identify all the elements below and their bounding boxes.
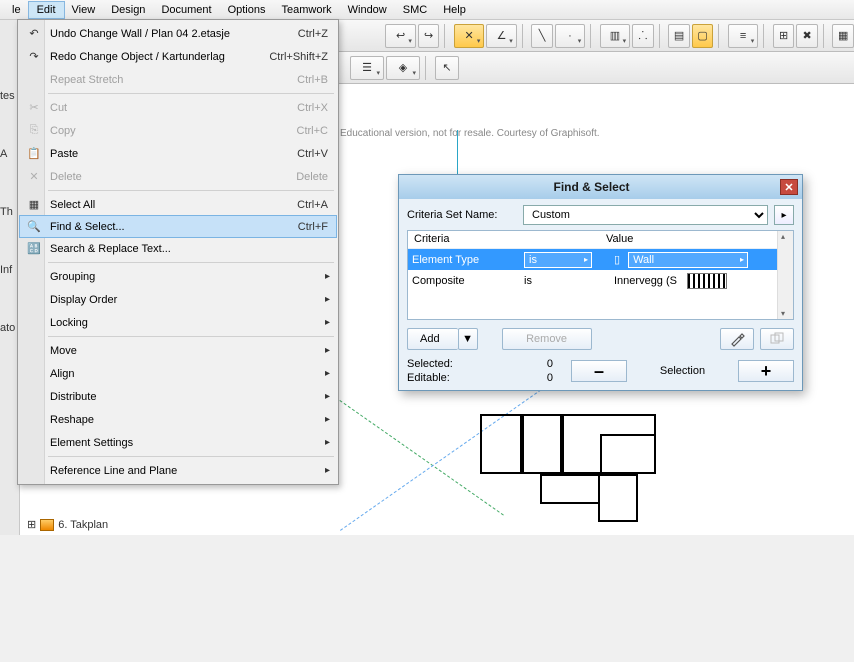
- criteria-row[interactable]: CompositeisInnervegg (S: [408, 270, 793, 291]
- edit-menu-dropdown: ↶Undo Change Wall / Plan 04 2.etasjeCtrl…: [17, 19, 339, 485]
- menuitem-locking[interactable]: Locking: [20, 311, 336, 334]
- criteria-set-more-button[interactable]: ▸: [774, 205, 794, 225]
- tool-grid-dots[interactable]: ⸫: [632, 24, 654, 48]
- watermark: Educational version, not for resale. Cou…: [340, 128, 600, 139]
- copy-settings-icon: [769, 331, 785, 347]
- menuitem-copy: ⎘CopyCtrl+C: [20, 119, 336, 142]
- find-select-dialog: Find & Select ✕ Criteria Set Name: Custo…: [398, 174, 803, 391]
- menu-document[interactable]: Document: [153, 2, 219, 18]
- menuitem-move[interactable]: Move: [20, 339, 336, 362]
- menu-le[interactable]: le: [4, 2, 29, 18]
- tool-dot[interactable]: ·: [555, 24, 585, 48]
- menu-bar: leEditViewDesignDocumentOptionsTeamworkW…: [0, 0, 854, 20]
- col-value: Value: [600, 231, 639, 248]
- menuitem-redo-change-object-kartunderlag[interactable]: ↷Redo Change Object / KartunderlagCtrl+S…: [20, 45, 336, 68]
- tool-arc1[interactable]: ↩: [385, 24, 415, 48]
- menuitem-distribute[interactable]: Distribute: [20, 385, 336, 408]
- copy-settings-button[interactable]: [760, 328, 794, 350]
- menuitem-search-replace-text[interactable]: 🔠Search & Replace Text...: [20, 237, 336, 260]
- menu-window[interactable]: Window: [340, 2, 395, 18]
- dialog-title: Find & Select: [403, 180, 780, 194]
- menu-smc[interactable]: SMC: [395, 2, 435, 18]
- selected-value: 0: [533, 358, 553, 370]
- add-dropdown-button[interactable]: ▼: [458, 328, 478, 350]
- menuitem-element-settings[interactable]: Element Settings: [20, 431, 336, 454]
- select-button[interactable]: +: [738, 360, 794, 382]
- eyedropper-button[interactable]: [720, 328, 754, 350]
- criteria-row[interactable]: Element Typeis▯Wall: [408, 249, 793, 270]
- criteria-set-select[interactable]: Custom: [523, 205, 768, 225]
- criteria-set-label: Criteria Set Name:: [407, 209, 517, 221]
- menuitem-find-select[interactable]: 🔍Find & Select...Ctrl+F: [19, 215, 337, 238]
- tool-arc2[interactable]: ↪: [418, 24, 440, 48]
- tool-dim[interactable]: ⊞: [773, 24, 795, 48]
- navigator-item[interactable]: ⊞6. Takplan: [27, 518, 108, 531]
- close-icon[interactable]: ✕: [780, 179, 798, 195]
- add-button[interactable]: Add: [407, 328, 458, 350]
- menu-edit[interactable]: Edit: [28, 1, 65, 19]
- tool-snap-angle[interactable]: ∠: [486, 24, 516, 48]
- menuitem-grouping[interactable]: Grouping: [20, 265, 336, 288]
- editable-value: 0: [533, 372, 553, 384]
- menuitem-select-all[interactable]: ▦Select AllCtrl+A: [20, 193, 336, 216]
- tool-grid1[interactable]: ▥: [600, 24, 630, 48]
- criteria-scrollbar[interactable]: [777, 231, 793, 319]
- menu-help[interactable]: Help: [435, 2, 474, 18]
- menuitem-reference-line-and-plane[interactable]: Reference Line and Plane: [20, 459, 336, 482]
- tool-ruler[interactable]: ▤: [668, 24, 690, 48]
- deselect-button[interactable]: –: [571, 360, 627, 382]
- tool-snap-x[interactable]: ✕: [454, 24, 484, 48]
- menuitem-align[interactable]: Align: [20, 362, 336, 385]
- menuitem-paste[interactable]: 📋PasteCtrl+V: [20, 142, 336, 165]
- floorplan-sketch: [480, 414, 660, 524]
- tool-plan[interactable]: ▦: [832, 24, 854, 48]
- menu-teamwork[interactable]: Teamwork: [274, 2, 340, 18]
- menu-view[interactable]: View: [64, 2, 104, 18]
- tool-layers[interactable]: ☰: [350, 56, 384, 80]
- selection-label: Selection: [633, 365, 732, 377]
- criteria-list: Criteria Value Element Typeis▯WallCompos…: [407, 230, 794, 320]
- menuitem-display-order[interactable]: Display Order: [20, 288, 336, 311]
- tool-line[interactable]: ╲: [531, 24, 553, 48]
- tool-element[interactable]: ◈: [386, 56, 420, 80]
- menu-options[interactable]: Options: [220, 2, 274, 18]
- col-criteria: Criteria: [408, 231, 520, 248]
- menuitem-cut: ✂CutCtrl+X: [20, 96, 336, 119]
- menuitem-reshape[interactable]: Reshape: [20, 408, 336, 431]
- menuitem-undo-change-wall-plan-04-2-etasje[interactable]: ↶Undo Change Wall / Plan 04 2.etasjeCtrl…: [20, 22, 336, 45]
- menuitem-repeat-stretch: Repeat StretchCtrl+B: [20, 68, 336, 91]
- tool-cursor[interactable]: ↖: [435, 56, 459, 80]
- folder-icon: [40, 519, 54, 531]
- tool-x2[interactable]: ✖: [796, 24, 818, 48]
- dialog-titlebar[interactable]: Find & Select ✕: [399, 175, 802, 199]
- menu-design[interactable]: Design: [103, 2, 153, 18]
- selected-label: Selected:: [407, 358, 527, 370]
- eyedropper-icon: [729, 331, 745, 347]
- editable-label: Editable:: [407, 372, 527, 384]
- menuitem-delete: ✕DeleteDelete: [20, 165, 336, 188]
- remove-button[interactable]: Remove: [502, 328, 592, 350]
- tool-sel[interactable]: ▢: [692, 24, 714, 48]
- tool-just[interactable]: ≡: [728, 24, 758, 48]
